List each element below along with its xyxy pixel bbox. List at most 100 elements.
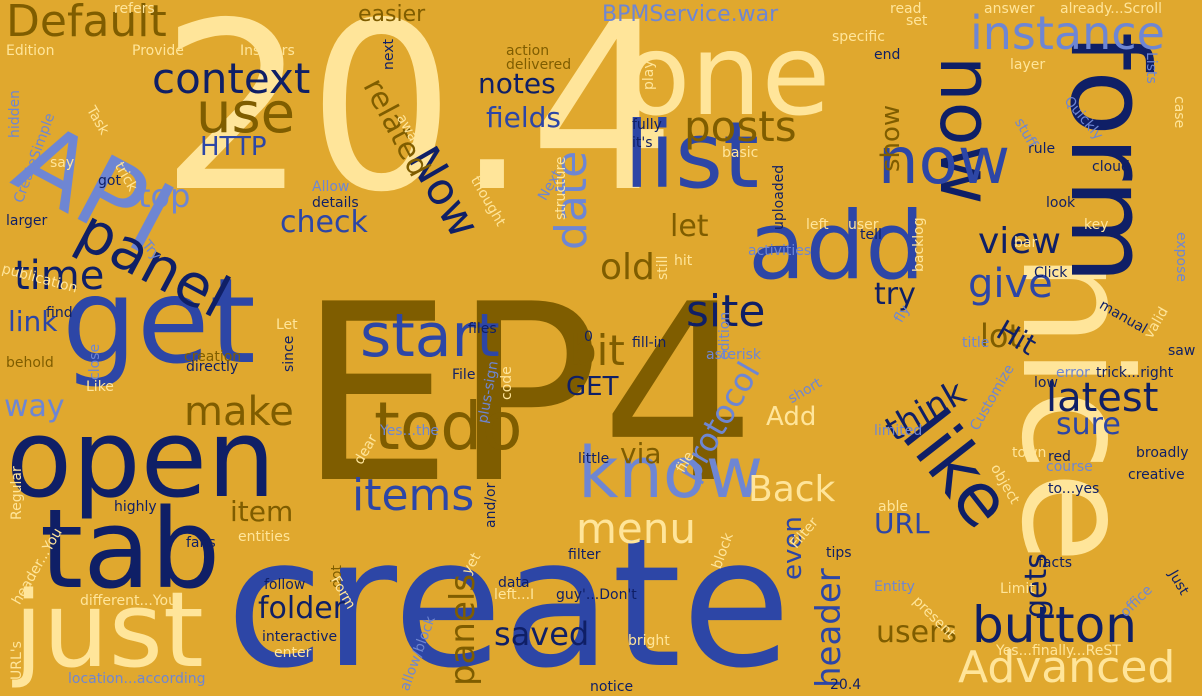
word: hidden (7, 89, 23, 138)
word: basic (722, 145, 759, 161)
word: Provide (132, 43, 184, 59)
word: behold (6, 355, 54, 371)
word: to...yes (1048, 481, 1100, 497)
word: 0 (584, 329, 593, 345)
word: URL (874, 507, 930, 540)
word: specific (832, 29, 885, 45)
word: Insiders (240, 43, 295, 59)
word: little (578, 451, 610, 467)
word: time (14, 253, 105, 299)
word: case (1171, 96, 1187, 129)
word: EP4 (298, 252, 757, 537)
word: site (686, 286, 766, 337)
word: limited (874, 423, 923, 439)
word: asterisk (706, 347, 762, 363)
word: button (972, 596, 1137, 654)
word: start (360, 301, 500, 371)
word: old (600, 247, 655, 288)
word: easier (358, 2, 426, 27)
word: refers (114, 1, 155, 17)
word: show (876, 104, 906, 172)
word: trick...right (1096, 365, 1174, 381)
word: let (670, 209, 709, 244)
word: way (4, 389, 65, 424)
word: notice (590, 679, 634, 695)
word: directly (186, 359, 239, 375)
word: hit (674, 253, 693, 269)
word: Allow (312, 179, 350, 195)
word: folder (258, 591, 346, 626)
word: context (152, 54, 311, 103)
word: uploaded (771, 164, 787, 230)
word: user (848, 217, 879, 233)
word: know (578, 432, 763, 514)
word: title (962, 335, 990, 351)
word: find (46, 305, 73, 321)
word: data (498, 575, 530, 591)
word: Default (6, 0, 167, 47)
word: edition (717, 311, 733, 360)
word: 20.4 (830, 677, 862, 693)
word: look (1046, 195, 1076, 211)
word: filter (568, 547, 601, 563)
word: creation (184, 349, 242, 365)
word: able (878, 499, 908, 515)
word: Limit (1000, 581, 1035, 597)
word: already...Scroll (1060, 1, 1163, 17)
word: it's (632, 135, 653, 151)
word: red (1048, 449, 1071, 465)
word: entities (238, 529, 291, 545)
word: Edition (6, 43, 55, 59)
word: expose (1173, 232, 1189, 283)
word: saved (494, 615, 590, 653)
word: File (452, 367, 476, 383)
word: details (312, 195, 359, 211)
word: sure (1056, 407, 1121, 442)
word: Yes...the (380, 423, 439, 439)
word: fans (186, 535, 216, 551)
word: latest (1046, 375, 1159, 421)
word: check (280, 205, 368, 240)
word: left (806, 217, 829, 233)
word: end (874, 47, 901, 63)
word: fully (632, 117, 662, 133)
word: saw (1168, 343, 1196, 359)
word: bit (570, 326, 625, 375)
word: tell (860, 227, 882, 243)
word: add (748, 192, 925, 301)
word: different...You (80, 593, 177, 609)
word: low (1034, 375, 1058, 391)
word: cloud (1092, 159, 1130, 175)
word: layer (1010, 57, 1046, 73)
word: answer (984, 1, 1035, 17)
word: error (1056, 365, 1090, 381)
word: creative (1128, 467, 1185, 483)
word: since (281, 335, 297, 372)
word: top (138, 177, 191, 215)
word: header (809, 568, 849, 688)
word: users (876, 615, 958, 650)
word: URL's (9, 641, 25, 680)
word: use (196, 81, 296, 146)
word: play (641, 60, 657, 90)
word: GET (566, 372, 619, 402)
word: notes (478, 67, 556, 100)
word: items (352, 470, 475, 521)
word: delivered (506, 57, 572, 73)
word: Click (1034, 265, 1068, 281)
word: follow (264, 577, 306, 593)
word: fields (486, 101, 562, 134)
word: instance (970, 6, 1165, 60)
word: get (62, 252, 256, 390)
word: got (98, 173, 121, 189)
word: read (890, 1, 922, 17)
word: 20.4 (160, 0, 677, 243)
word: next (381, 38, 397, 70)
word: lot (980, 317, 1022, 355)
word: action (506, 43, 550, 59)
word: todo (374, 388, 523, 465)
word: link (8, 305, 58, 338)
word: Entity (874, 579, 915, 595)
word: rule (1028, 141, 1056, 157)
word: one (622, 11, 831, 141)
